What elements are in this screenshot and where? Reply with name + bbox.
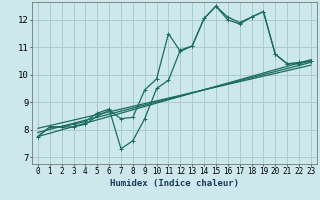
X-axis label: Humidex (Indice chaleur): Humidex (Indice chaleur) bbox=[110, 179, 239, 188]
